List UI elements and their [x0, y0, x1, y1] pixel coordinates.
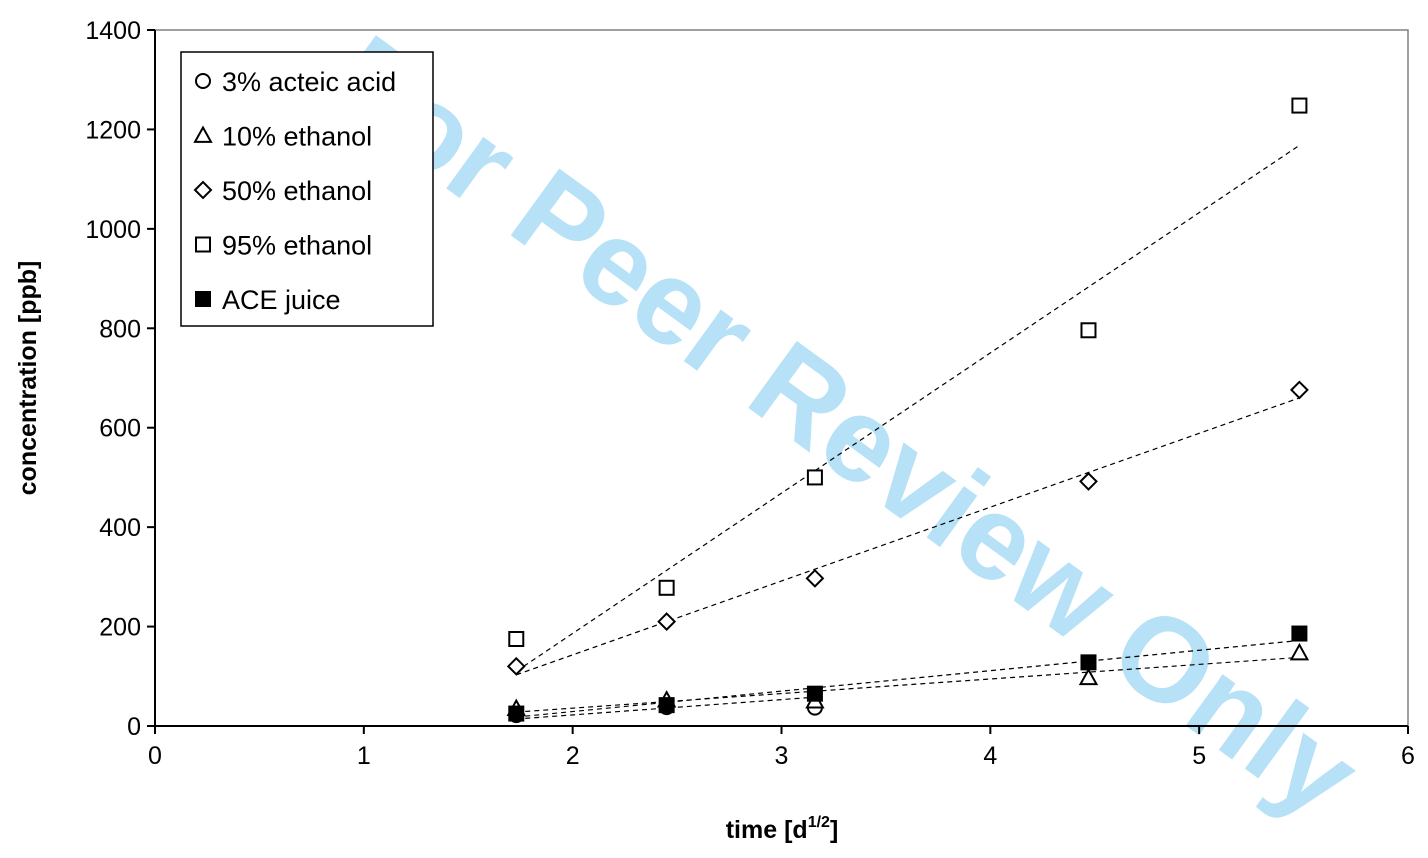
trend-line-series-2 — [516, 397, 1300, 676]
x-axis-title: time [d1/2] — [726, 814, 839, 844]
legend-label: ACE juice — [222, 285, 341, 315]
legend-label: 10% ethanol — [222, 122, 372, 152]
trend-line-series-3 — [515, 144, 1300, 672]
watermark: For Peer Review Only — [306, 10, 1383, 844]
data-point-series-4 — [1080, 654, 1097, 671]
legend-marker — [195, 291, 211, 307]
data-point-series-4 — [806, 685, 823, 702]
data-point-series-3 — [508, 631, 525, 647]
y-tick-label: 0 — [127, 713, 141, 741]
data-point-series-3 — [1080, 322, 1097, 339]
x-axis-title-main: time [d — [726, 816, 808, 844]
x-tick-label: 2 — [566, 742, 580, 770]
y-tick-label: 200 — [99, 614, 141, 642]
data-point-series-2 — [506, 656, 526, 676]
legend-marker — [195, 73, 211, 89]
trend-line-series-0 — [516, 696, 815, 720]
legend-marker — [193, 125, 213, 143]
y-tick-label: 1200 — [85, 116, 141, 144]
x-tick-label: 0 — [148, 742, 162, 770]
y-axis-title: concentration [ppb] — [14, 261, 42, 496]
data-point-series-2 — [657, 612, 677, 632]
x-tick-label: 6 — [1401, 742, 1415, 770]
data-point-series-2 — [1289, 380, 1309, 400]
legend: 3% acteic acid 10% ethanol 50% ethanol 95% … — [180, 51, 434, 327]
y-tick-label: 600 — [99, 415, 141, 443]
y-tick-label: 800 — [99, 315, 141, 343]
x-tick-label: 1 — [357, 742, 371, 770]
legend-box — [180, 51, 434, 327]
legend-label: 3% acteic acid — [222, 67, 396, 97]
axes: 0 200 400 600 800 1000 1200 1400 0 1 2 3 4 5 6 — [85, 17, 1415, 770]
legend-marker — [193, 180, 213, 200]
y-tick-label: 400 — [99, 514, 141, 542]
x-tick-label: 5 — [1192, 742, 1206, 770]
data-point-series-4 — [658, 697, 675, 714]
y-tick-label: 1400 — [85, 17, 141, 45]
data-point-series-2 — [805, 568, 825, 588]
legend-label: 95% ethanol — [222, 231, 372, 261]
plot-area — [506, 97, 1310, 724]
legend-label: 50% ethanol — [222, 176, 372, 206]
x-axis-title-superscript: 1/2 — [808, 814, 830, 831]
data-point-series-2 — [1079, 471, 1098, 491]
data-point-series-4 — [1291, 625, 1308, 642]
x-axis-title-end: ] — [830, 816, 838, 844]
data-point-series-3 — [1291, 97, 1308, 114]
x-tick-label: 4 — [983, 742, 997, 770]
data-point-series-4 — [508, 705, 525, 722]
data-point-series-1 — [1289, 642, 1310, 661]
data-point-series-3 — [806, 469, 823, 486]
data-point-series-1 — [1078, 667, 1099, 686]
watermark-text: For Peer Review Only — [306, 10, 1383, 844]
legend-marker — [195, 236, 211, 253]
trend-line-series-1 — [516, 656, 1300, 713]
x-tick-label: 3 — [775, 742, 789, 770]
data-point-series-3 — [658, 579, 675, 596]
y-tick-label: 1000 — [85, 216, 141, 244]
